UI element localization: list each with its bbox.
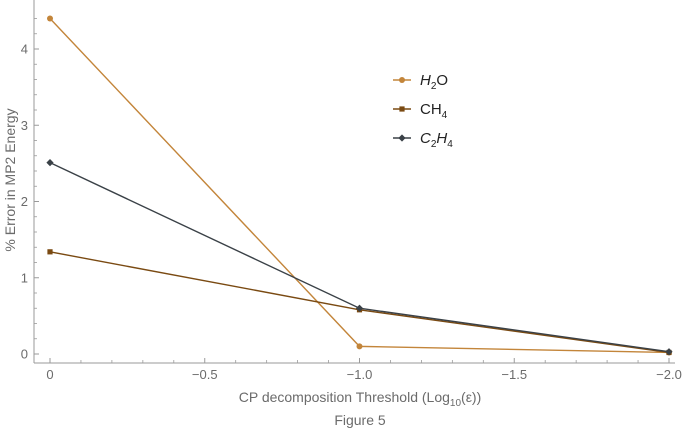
axes xyxy=(33,0,675,364)
data-point-c2h4 xyxy=(46,159,54,167)
series-line-ch4 xyxy=(49,251,670,354)
y-tick-label: 4 xyxy=(21,42,28,57)
data-point-c2h4 xyxy=(355,304,364,312)
x-axis-label: CP decomposition Threshold (Log10(ε)) xyxy=(239,389,482,409)
y-tick-label: 3 xyxy=(21,118,28,133)
ticks: 0 −0.5 −1.0 −1.5 −2.0 0 1 2 3 4 xyxy=(21,18,682,382)
series-group xyxy=(46,15,673,356)
series-line-c2h4 xyxy=(49,161,670,353)
legend-marker xyxy=(399,77,405,83)
legend-item-h2o: H2O xyxy=(393,72,448,92)
x-tick-label: −1.0 xyxy=(347,367,373,382)
x-tick-label: −1.5 xyxy=(501,367,527,382)
legend-label: C2H4 xyxy=(420,130,453,150)
legend-item-c2h4: C2H4 xyxy=(393,130,453,150)
y-tick-label: 2 xyxy=(21,194,28,209)
legend-marker xyxy=(399,106,405,112)
y-tick-label: 0 xyxy=(21,347,28,362)
data-point-ch4 xyxy=(47,249,53,255)
figure-caption: Figure 5 xyxy=(334,412,386,428)
legend-label: CH4 xyxy=(420,101,448,121)
data-point-h2o xyxy=(356,343,363,350)
legend-item-ch4: CH4 xyxy=(393,101,448,121)
x-tick-label: −2.0 xyxy=(656,367,682,382)
y-tick-label: 1 xyxy=(21,270,28,285)
y-axis-label: % Error in MP2 Energy xyxy=(2,108,18,251)
legend-label: H2O xyxy=(420,72,448,92)
x-tick-label: −0.5 xyxy=(192,367,218,382)
data-point-c2h4 xyxy=(665,348,673,356)
data-point-h2o xyxy=(47,15,53,22)
legend-marker xyxy=(398,134,406,142)
legend: H2O CH4 C2H4 xyxy=(393,72,453,150)
x-tick-label: 0 xyxy=(46,367,53,382)
series-line-h2o xyxy=(49,18,670,354)
